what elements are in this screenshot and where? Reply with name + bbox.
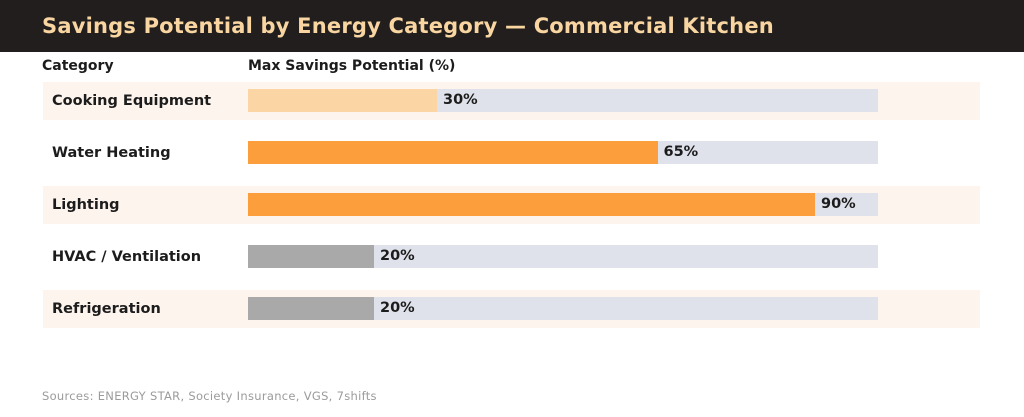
column-headers: Category Max Savings Potential (%): [0, 56, 1024, 80]
chart-row: Water Heating 65%: [43, 134, 980, 172]
bar-fill: [248, 193, 815, 216]
chart-row: Cooking Equipment 30%: [43, 82, 980, 120]
bar-fill: [248, 245, 374, 268]
chart-row: Refrigeration 20%: [43, 290, 980, 328]
category-label: Lighting: [52, 197, 120, 213]
value-label: 30%: [443, 92, 478, 108]
bar-fill: [248, 141, 658, 164]
value-label: 20%: [380, 300, 415, 316]
title-banner: Savings Potential by Energy Category — C…: [0, 0, 1024, 52]
chart-rows: Cooking Equipment 30% Water Heating 65% …: [43, 82, 980, 342]
value-label: 90%: [821, 196, 856, 212]
value-label: 65%: [663, 144, 699, 160]
bar-track: 65%: [248, 141, 878, 164]
bar-track: 20%: [248, 245, 878, 268]
bar-fill: [248, 297, 374, 320]
chart-row: Lighting 90%: [43, 186, 980, 224]
chart-row: HVAC / Ventilation 20%: [43, 238, 980, 276]
value-label: 20%: [380, 248, 415, 264]
bar-track: 30%: [248, 89, 878, 112]
bar-track: 90%: [248, 193, 878, 216]
category-label: Refrigeration: [52, 301, 161, 317]
bar-fill: [248, 89, 437, 112]
category-label: Cooking Equipment: [52, 93, 212, 109]
bar-track: 20%: [248, 297, 878, 320]
category-label: HVAC / Ventilation: [52, 249, 202, 265]
column-header-value: Max Savings Potential (%): [248, 58, 456, 74]
column-header-category: Category: [42, 58, 114, 74]
chart-title: Savings Potential by Energy Category — C…: [42, 14, 774, 38]
category-label: Water Heating: [52, 145, 171, 161]
source-note: Sources: ENERGY STAR, Society Insurance,…: [42, 389, 377, 403]
